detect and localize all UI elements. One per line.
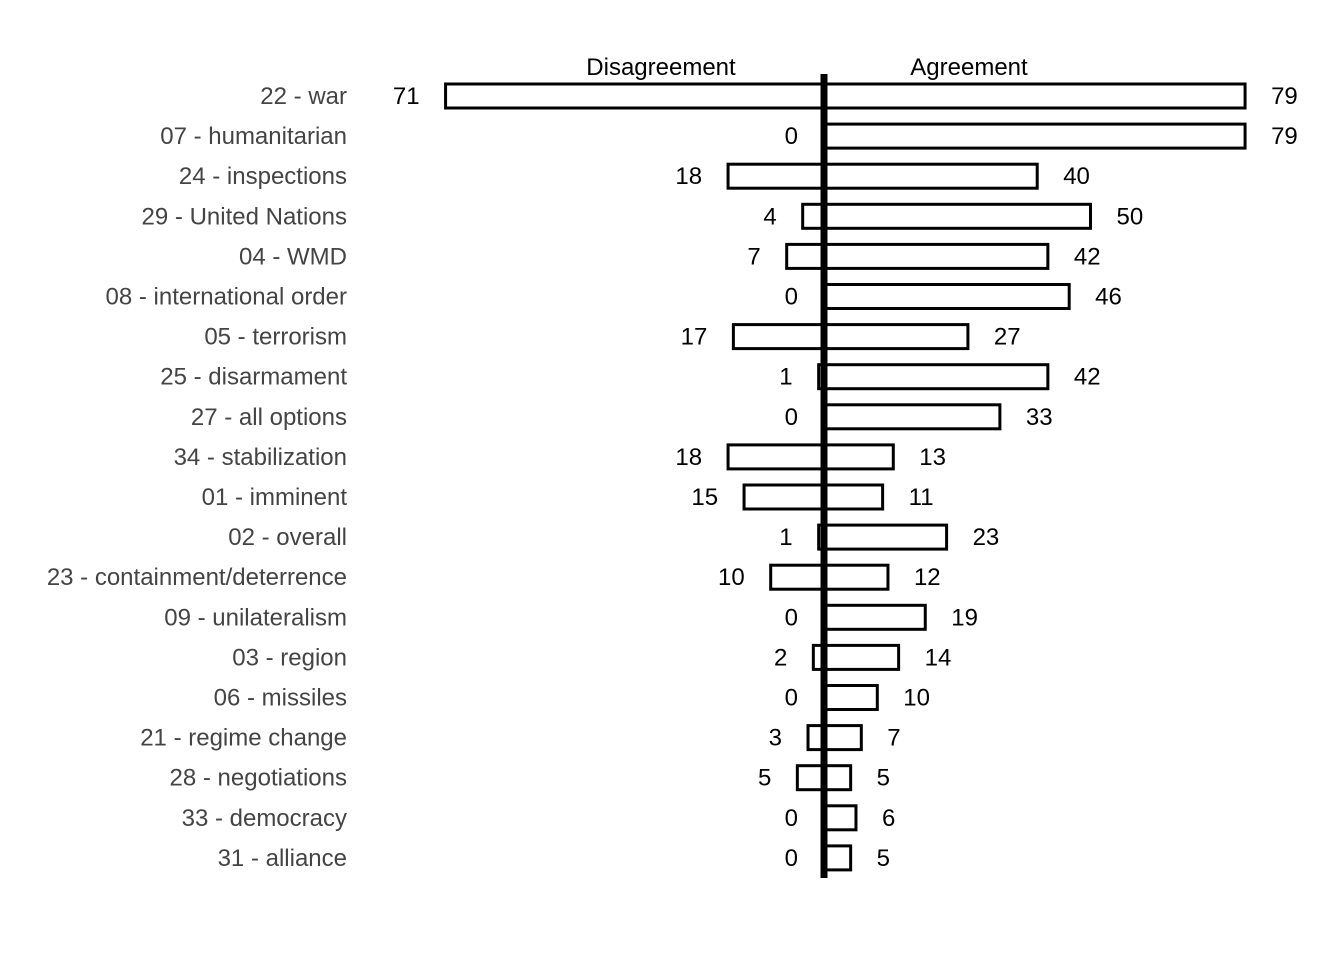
disagreement-bar — [769, 563, 826, 591]
agreement-bar — [822, 603, 927, 631]
disagreement-value-label: 7 — [747, 243, 760, 270]
agreement-bar — [822, 724, 863, 752]
agreement-value-label: 33 — [1026, 404, 1053, 431]
agreement-bar — [822, 483, 885, 511]
disagreement-value-label: 1 — [779, 364, 792, 391]
agreement-bar — [822, 162, 1039, 190]
agreement-bar — [822, 283, 1071, 310]
agreement-value-label: 5 — [877, 845, 890, 872]
disagreement-value-label: 15 — [691, 484, 718, 511]
agreement-bar — [822, 684, 879, 711]
disagreement-value-label: 0 — [785, 845, 798, 872]
disagreement-value-label: 17 — [681, 324, 708, 351]
disagreement-value-label: 18 — [675, 444, 702, 471]
category-label: 07 - humanitarian — [160, 123, 347, 150]
agreement-bar — [822, 122, 1247, 150]
agreement-bar — [822, 82, 1247, 110]
category-label: 28 - negotiations — [170, 765, 347, 792]
agreement-value-label: 23 — [973, 524, 1000, 551]
category-label: 02 - overall — [228, 524, 347, 551]
category-label: 31 - alliance — [218, 845, 347, 872]
agreement-value-label: 46 — [1095, 284, 1122, 311]
disagreement-value-label: 0 — [785, 604, 798, 631]
agreement-value-label: 7 — [887, 725, 900, 752]
disagreement-bar — [742, 483, 826, 511]
disagreement-value-label: 0 — [785, 685, 798, 712]
category-label: 06 - missiles — [214, 685, 347, 712]
disagreement-bar — [726, 443, 826, 471]
agreement-value-label: 5 — [877, 765, 890, 792]
disagreement-value-label: 0 — [785, 404, 798, 431]
agreement-bar — [822, 844, 853, 872]
disagreement-value-label: 0 — [785, 123, 798, 150]
category-label: 22 - war — [260, 83, 347, 110]
agreement-bar — [822, 242, 1050, 270]
disagreement-bar — [726, 162, 826, 190]
agreement-bar — [822, 804, 858, 832]
agreement-value-label: 10 — [903, 685, 930, 712]
agreement-value-label: 12 — [914, 564, 941, 591]
agreement-value-label: 40 — [1063, 163, 1090, 190]
category-label: 29 - United Nations — [142, 203, 347, 230]
category-label: 04 - WMD — [239, 243, 347, 270]
category-label: 24 - inspections — [179, 163, 347, 190]
agreement-value-label: 42 — [1074, 364, 1101, 391]
agreement-value-label: 79 — [1271, 123, 1298, 150]
bar-group — [444, 82, 1247, 872]
disagreement-value-label: 1 — [779, 524, 792, 551]
category-label: 01 - imminent — [202, 484, 348, 511]
disagreement-value-label: 4 — [763, 203, 776, 230]
agreement-bar — [822, 563, 890, 591]
disagreement-value-label: 5 — [758, 765, 771, 792]
disagreement-bar — [444, 82, 826, 110]
category-label: 05 - terrorism — [204, 324, 347, 351]
disagreement-value-label: 0 — [785, 805, 798, 832]
disagreement-bar — [731, 323, 826, 351]
agreement-bar — [822, 202, 1092, 230]
disagreement-bar — [795, 764, 826, 792]
agreement-value-label: 14 — [925, 644, 952, 671]
agreement-bar — [822, 643, 901, 671]
category-label: 03 - region — [232, 644, 347, 671]
agreement-header: Agreement — [910, 54, 1028, 81]
disagreement-value-label: 3 — [769, 725, 782, 752]
disagreement-value-label: 18 — [675, 163, 702, 190]
category-label: 25 - disarmament — [160, 364, 347, 391]
category-label: 34 - stabilization — [174, 444, 347, 471]
agreement-value-label: 6 — [882, 805, 895, 832]
disagreement-header: Disagreement — [586, 54, 736, 81]
disagreement-value-label: 2 — [774, 644, 787, 671]
agreement-bar — [822, 523, 949, 551]
agreement-value-label: 42 — [1074, 243, 1101, 270]
category-label: 21 - regime change — [140, 725, 347, 752]
agreement-value-label: 13 — [919, 444, 946, 471]
agreement-bar — [822, 764, 853, 792]
agreement-value-label: 19 — [951, 604, 978, 631]
agreement-value-label: 27 — [994, 324, 1021, 351]
category-label: 23 - containment/deterrence — [47, 564, 347, 591]
category-label: 27 - all options — [191, 404, 347, 431]
agreement-bar — [822, 363, 1050, 391]
category-label: 33 - democracy — [182, 805, 347, 832]
agreement-value-label: 79 — [1271, 83, 1298, 110]
category-label: 08 - international order — [106, 284, 347, 311]
disagreement-bar — [785, 242, 826, 270]
agreement-bar — [822, 323, 970, 351]
agreement-bar — [822, 403, 1002, 431]
agreement-bar — [822, 443, 895, 471]
agreement-value-label: 11 — [909, 484, 934, 511]
disagreement-value-label: 10 — [718, 564, 745, 591]
disagreement-value-label: 0 — [785, 284, 798, 311]
disagreement-value-label: 71 — [393, 83, 420, 110]
category-label: 09 - unilateralism — [164, 604, 347, 631]
agreement-value-label: 50 — [1117, 203, 1144, 230]
